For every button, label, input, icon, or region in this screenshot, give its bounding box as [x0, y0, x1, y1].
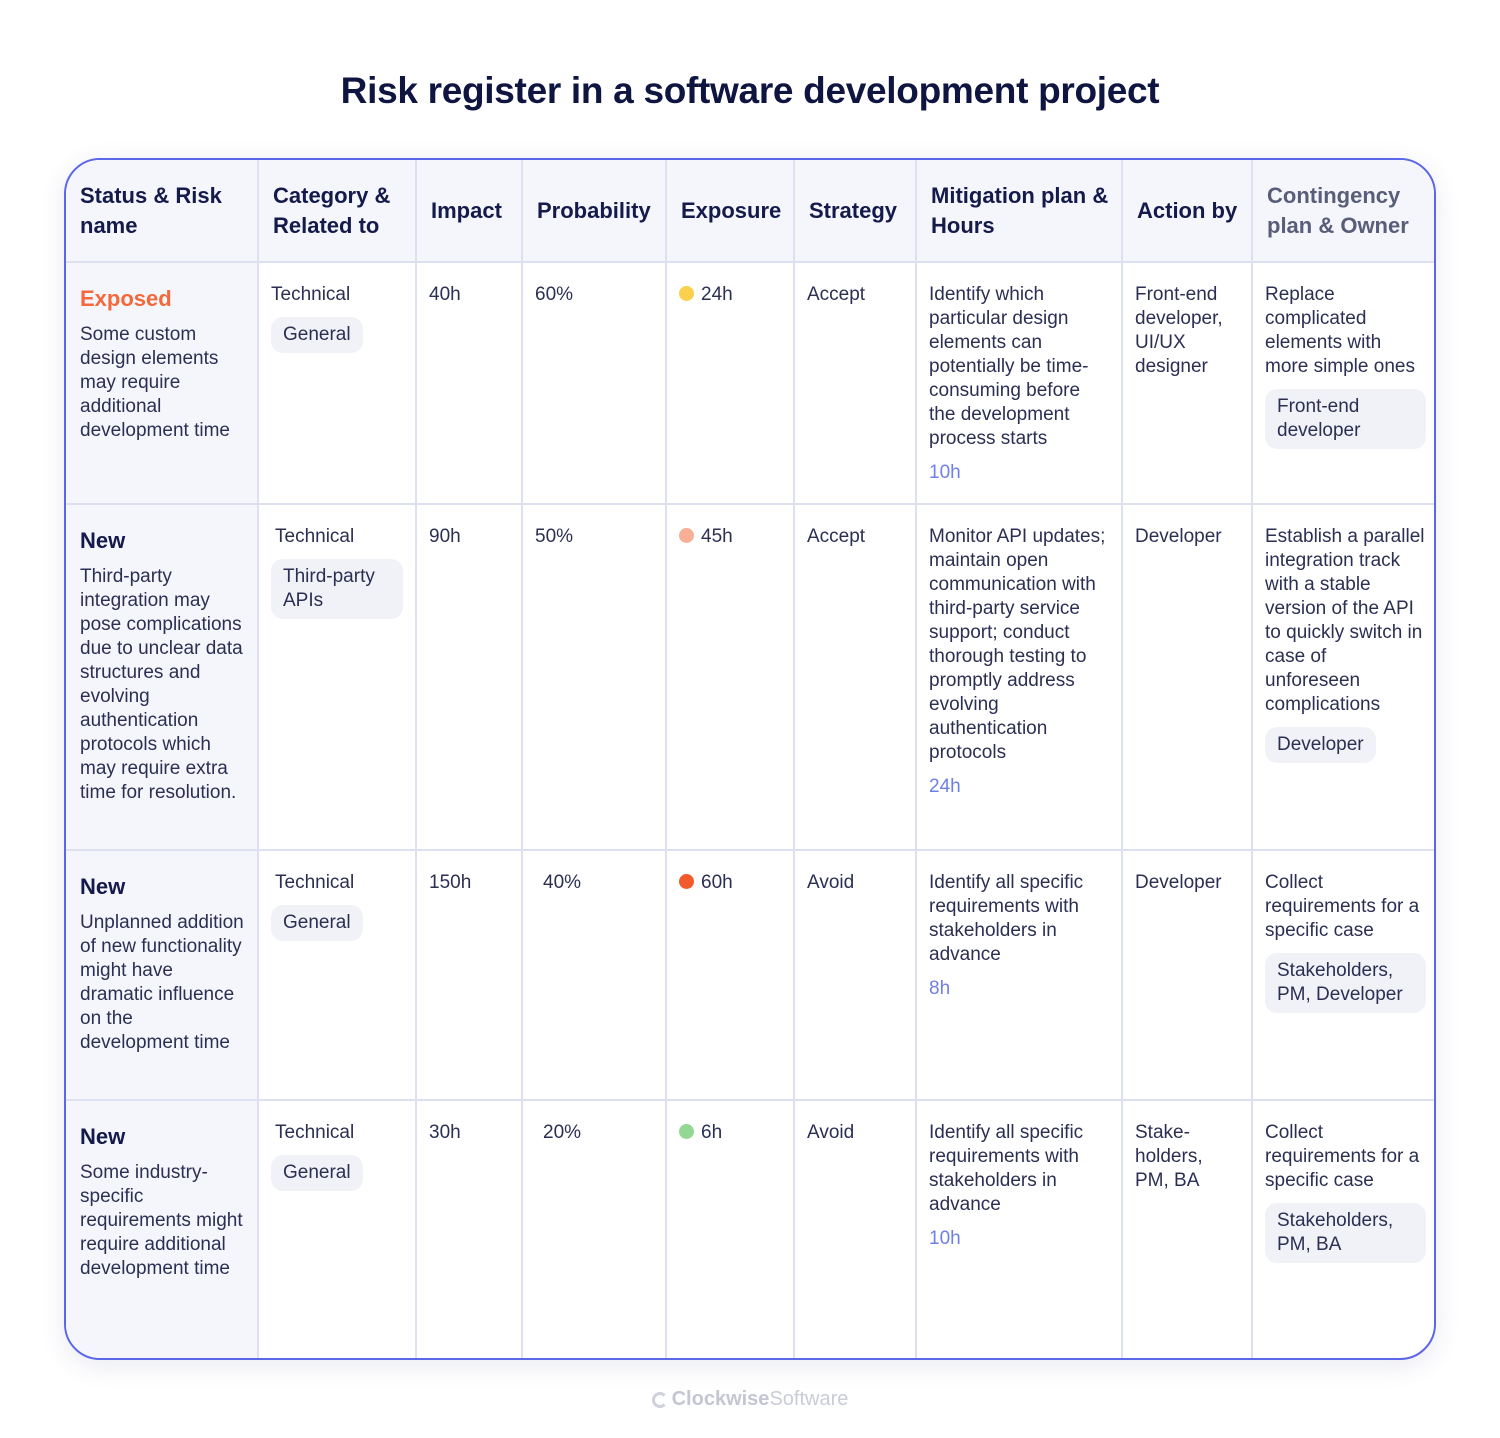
- risk-description: Third-party integration may pose complic…: [80, 566, 243, 803]
- clockwise-logo-icon: [651, 1392, 668, 1408]
- status-label: New: [80, 528, 126, 553]
- table-row: New Unplanned addition of new functional…: [66, 850, 1434, 1101]
- owner-tag: Front-end developer: [1265, 389, 1426, 449]
- exposure-cell: 60h: [666, 850, 795, 1101]
- risk-register-table: Status & Risk name Category & Related to…: [64, 158, 1436, 1360]
- mitigation-cell: Identify which particular design element…: [916, 262, 1123, 505]
- action-by-cell: Developer: [1122, 504, 1253, 851]
- header-exposure: Exposure: [666, 160, 795, 263]
- header-impact: Impact: [416, 160, 523, 263]
- contingency-cell: Collect requirements for a specific case…: [1252, 850, 1434, 1101]
- header-category: Category & Related to: [258, 160, 417, 263]
- header-action: Action by: [1122, 160, 1253, 263]
- mitigation-hours: 10h: [929, 1228, 961, 1249]
- mitigation-plan: Identify all specific requirements with …: [929, 872, 1084, 965]
- category-cell: Technical General: [258, 850, 417, 1101]
- header-strategy: Strategy: [794, 160, 917, 263]
- table-row: Exposed Some custom design elements may …: [66, 262, 1434, 505]
- category-cell: Technical General: [258, 262, 417, 505]
- contingency-cell: Collect requirements for a specific case…: [1252, 1100, 1434, 1358]
- header-mitigation: Mitigation plan & Hours: [916, 160, 1123, 263]
- risk-description: Some industry-specific requirements migh…: [80, 1162, 243, 1279]
- exposure-dot-icon: [679, 874, 694, 889]
- related-tag: General: [271, 317, 363, 353]
- exposure-value: 60h: [701, 872, 733, 893]
- mitigation-cell: Identify all specific requirements with …: [916, 1100, 1123, 1358]
- status-label: New: [80, 874, 126, 899]
- exposure-value: 45h: [701, 526, 733, 547]
- exposure-value: 24h: [701, 284, 733, 305]
- impact-cell: 40h: [416, 262, 523, 505]
- mitigation-cell: Identify all specific requirements with …: [916, 850, 1123, 1101]
- exposure-cell: 45h: [666, 504, 795, 851]
- contingency-plan: Collect requirements for a specific case: [1265, 1122, 1420, 1191]
- probability-cell: 40%: [522, 850, 667, 1101]
- mitigation-cell: Monitor API updates; maintain open commu…: [916, 504, 1123, 851]
- related-tag: General: [271, 905, 363, 941]
- probability-cell: 50%: [522, 504, 667, 851]
- strategy-cell: Avoid: [794, 850, 917, 1101]
- status-risk-cell: New Some industry-specific requirements …: [66, 1100, 259, 1358]
- strategy-cell: Avoid: [794, 1100, 917, 1358]
- mitigation-plan: Identify which particular design element…: [929, 284, 1089, 449]
- brand-name-light: Software: [769, 1388, 849, 1410]
- action-by-cell: Stake-holders, PM, BA: [1122, 1100, 1253, 1358]
- contingency-cell: Replace complicated elements with more s…: [1252, 262, 1434, 505]
- impact-cell: 30h: [416, 1100, 523, 1358]
- mitigation-hours: 10h: [929, 462, 961, 483]
- header-status: Status & Risk name: [66, 160, 259, 263]
- category-label: Technical: [275, 1122, 355, 1143]
- probability-cell: 20%: [522, 1100, 667, 1358]
- impact-cell: 90h: [416, 504, 523, 851]
- header-probability: Probability: [522, 160, 667, 263]
- exposure-dot-icon: [679, 286, 694, 301]
- table-row: New Some industry-specific requirements …: [66, 1100, 1434, 1358]
- risk-description: Unplanned addition of new functionality …: [80, 912, 244, 1053]
- contingency-cell: Establish a parallel integration track w…: [1252, 504, 1434, 851]
- impact-cell: 150h: [416, 850, 523, 1101]
- exposure-cell: 6h: [666, 1100, 795, 1358]
- mitigation-hours: 24h: [929, 776, 961, 797]
- risk-description: Some custom design elements may require …: [80, 324, 230, 441]
- strategy-cell: Accept: [794, 504, 917, 851]
- contingency-plan: Replace complicated elements with more s…: [1265, 284, 1415, 377]
- status-label: New: [80, 1124, 126, 1149]
- brand-footer: ClockwiseSoftware: [0, 1388, 1500, 1411]
- status-risk-cell: New Unplanned addition of new functional…: [66, 850, 259, 1101]
- strategy-cell: Accept: [794, 262, 917, 505]
- status-risk-cell: Exposed Some custom design elements may …: [66, 262, 259, 505]
- exposure-dot-icon: [679, 1124, 694, 1139]
- mitigation-hours: 8h: [929, 978, 951, 999]
- related-tag: Third-party APIs: [271, 559, 403, 619]
- exposure-value: 6h: [701, 1122, 723, 1143]
- header-contingency: Contingency plan & Owner: [1252, 160, 1434, 263]
- contingency-plan: Establish a parallel integration track w…: [1265, 526, 1425, 715]
- status-risk-cell: New Third-party integration may pose com…: [66, 504, 259, 851]
- related-tag: General: [271, 1155, 363, 1191]
- contingency-plan: Collect requirements for a specific case: [1265, 872, 1420, 941]
- owner-tag: Stakeholders, PM, Developer: [1265, 953, 1426, 1013]
- table-row: New Third-party integration may pose com…: [66, 504, 1434, 851]
- category-label: Technical: [275, 526, 355, 547]
- category-cell: Technical General: [258, 1100, 417, 1358]
- category-cell: Technical Third-party APIs: [258, 504, 417, 851]
- exposure-cell: 24h: [666, 262, 795, 505]
- page-title: Risk register in a software development …: [340, 70, 1160, 111]
- category-label: Technical: [275, 872, 355, 893]
- exposure-dot-icon: [679, 528, 694, 543]
- status-label: Exposed: [80, 286, 172, 311]
- category-label: Technical: [271, 284, 351, 305]
- mitigation-plan: Monitor API updates; maintain open commu…: [929, 526, 1106, 763]
- probability-cell: 60%: [522, 262, 667, 505]
- brand-name-bold: Clockwise: [671, 1388, 770, 1410]
- owner-tag: Stakeholders, PM, BA: [1265, 1203, 1426, 1263]
- action-by-cell: Front-end developer, UI/UX designer: [1122, 262, 1253, 505]
- owner-tag: Developer: [1265, 727, 1376, 763]
- action-by-cell: Developer: [1122, 850, 1253, 1101]
- header-row: Status & Risk name Category & Related to…: [66, 160, 1434, 263]
- mitigation-plan: Identify all specific requirements with …: [929, 1122, 1084, 1215]
